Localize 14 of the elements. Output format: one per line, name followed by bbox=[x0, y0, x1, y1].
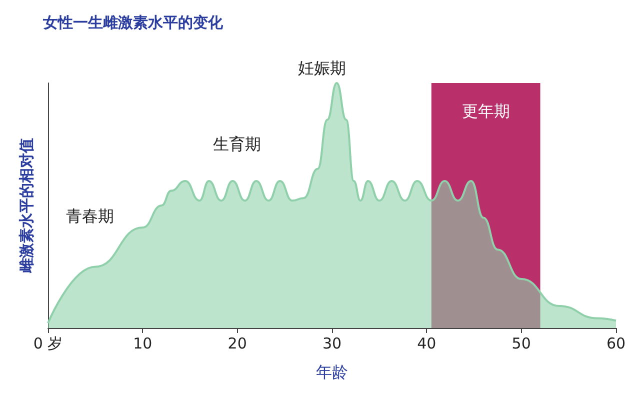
chart-title: 女性一生雌激素水平的变化 bbox=[42, 14, 224, 32]
x-tick-label: 20 bbox=[228, 334, 247, 352]
x-tick-label: 40 bbox=[417, 334, 436, 352]
x-tick-label: 60 bbox=[606, 334, 626, 352]
annotation: 青春期 bbox=[66, 206, 114, 226]
x-tick-label: 50 bbox=[512, 334, 531, 352]
x-axis-title: 年龄 bbox=[316, 362, 348, 382]
band-label: 更年期 bbox=[462, 102, 510, 120]
x-tick-label: 10 bbox=[133, 334, 152, 352]
y-axis-title: 雌激素水平的相对值 bbox=[18, 138, 36, 274]
annotation: 生育期 bbox=[213, 134, 261, 154]
x-tick-label: 0 岁 bbox=[33, 334, 63, 352]
text: 妊娠期 bbox=[298, 58, 346, 78]
x-tick-label: 30 bbox=[322, 334, 342, 352]
